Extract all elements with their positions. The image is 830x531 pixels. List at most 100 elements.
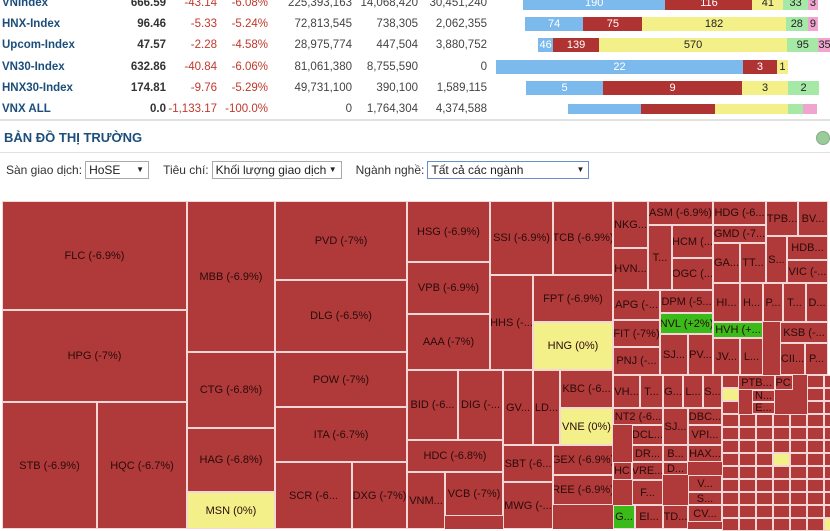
- treemap-cell[interactable]: KBC (-6...: [560, 370, 613, 408]
- treemap-cell[interactable]: D...: [663, 462, 688, 475]
- treemap-cell[interactable]: SBT (-6...: [503, 445, 553, 482]
- treemap-cell[interactable]: MWG (-...: [503, 482, 553, 529]
- treemap-cell[interactable]: [739, 427, 756, 440]
- treemap-cell[interactable]: HSG (-6.9%): [407, 201, 490, 262]
- treemap-cell[interactable]: PPC...: [775, 375, 793, 390]
- treemap-cell[interactable]: FLC (-6.9%): [2, 201, 187, 310]
- treemap-cell[interactable]: [773, 414, 790, 427]
- treemap-cell[interactable]: [773, 466, 790, 479]
- treemap-cell[interactable]: MBB (-6.9%): [187, 201, 275, 352]
- treemap-cell[interactable]: L...: [740, 338, 763, 375]
- treemap-cell[interactable]: D...: [806, 283, 828, 322]
- treemap-cell[interactable]: HAG (-6.8%): [187, 428, 275, 492]
- treemap-cell[interactable]: [824, 479, 830, 492]
- treemap-cell[interactable]: HDG (-6...: [713, 201, 766, 225]
- treemap-cell[interactable]: B...: [663, 445, 688, 462]
- treemap-cell[interactable]: [807, 375, 824, 388]
- treemap-cell[interactable]: SCR (-6...: [275, 462, 352, 529]
- treemap-cell[interactable]: [722, 440, 739, 453]
- treemap-cell[interactable]: [824, 375, 830, 388]
- treemap-cell[interactable]: [824, 440, 830, 453]
- treemap-cell[interactable]: NT2 (-6...: [613, 408, 663, 425]
- treemap-cell[interactable]: [739, 466, 756, 479]
- treemap-cell[interactable]: [739, 453, 756, 466]
- treemap-cell[interactable]: DPM (-5...: [660, 290, 713, 313]
- treemap-cell[interactable]: [739, 479, 756, 492]
- treemap-cell[interactable]: KSB (-...: [780, 322, 828, 343]
- treemap-cell[interactable]: VPI...: [688, 425, 722, 445]
- treemap-cell[interactable]: [790, 427, 807, 440]
- collapse-icon[interactable]: [816, 131, 830, 145]
- treemap-cell[interactable]: [807, 401, 824, 414]
- treemap-cell[interactable]: [824, 505, 830, 518]
- index-name[interactable]: VN30-Index: [2, 61, 65, 73]
- treemap-cell[interactable]: [756, 427, 773, 440]
- treemap-cell[interactable]: ITA (-6.7%): [275, 407, 407, 462]
- treemap-cell[interactable]: GA...: [713, 243, 740, 283]
- treemap-cell[interactable]: TD...: [663, 505, 688, 529]
- treemap-cell[interactable]: [773, 505, 790, 518]
- treemap-cell[interactable]: [722, 518, 739, 531]
- treemap-cell[interactable]: TPB...: [766, 201, 798, 236]
- treemap-cell[interactable]: [773, 453, 790, 466]
- treemap-cell[interactable]: GEX (-6.9%): [553, 445, 613, 475]
- industry-select[interactable]: Tất cả các ngành ▼: [427, 161, 590, 179]
- treemap-cell[interactable]: [824, 414, 830, 427]
- treemap-cell[interactable]: [807, 453, 824, 466]
- treemap-cell[interactable]: [722, 388, 739, 401]
- treemap-cell[interactable]: [739, 440, 756, 453]
- treemap-cell[interactable]: DR...: [632, 445, 663, 462]
- treemap-cell[interactable]: [756, 518, 773, 531]
- treemap-cell[interactable]: BV...: [798, 201, 828, 236]
- index-row[interactable]: VNX ALL 0.0 -1,133.17 -100.0% 0 1,764,304 4,37…: [0, 100, 495, 120]
- treemap-cell[interactable]: S...: [703, 375, 722, 408]
- treemap-cell[interactable]: HAX...: [688, 445, 722, 462]
- treemap-cell[interactable]: JV...: [713, 338, 740, 375]
- treemap-cell[interactable]: [807, 414, 824, 427]
- treemap-cell[interactable]: [756, 453, 773, 466]
- treemap-cell[interactable]: AAA (-7%): [407, 314, 490, 370]
- treemap-cell[interactable]: DIG (-...: [458, 370, 503, 440]
- index-name[interactable]: VNIndex: [2, 0, 49, 9]
- treemap-cell[interactable]: VRE...: [632, 462, 663, 480]
- treemap-cell[interactable]: [790, 479, 807, 492]
- treemap-cell[interactable]: G...: [663, 375, 683, 408]
- treemap-cell[interactable]: [756, 440, 773, 453]
- treemap-cell[interactable]: [824, 401, 830, 414]
- treemap-cell[interactable]: F...: [632, 480, 663, 505]
- treemap-cell[interactable]: S...: [766, 236, 787, 283]
- treemap-cell[interactable]: [824, 453, 830, 466]
- treemap-cell[interactable]: VCB (-7%): [445, 472, 503, 516]
- treemap-cell[interactable]: H...: [740, 283, 763, 322]
- treemap-cell[interactable]: T...: [648, 225, 672, 290]
- treemap-cell[interactable]: HPG (-7%): [2, 310, 187, 402]
- treemap-cell[interactable]: [756, 414, 773, 427]
- treemap-cell[interactable]: FIT (-7%): [613, 320, 660, 347]
- index-name[interactable]: VNX ALL: [2, 103, 51, 115]
- treemap-cell[interactable]: EI...: [635, 505, 663, 529]
- treemap-cell[interactable]: CV...: [688, 505, 722, 522]
- treemap-cell[interactable]: [824, 388, 830, 401]
- treemap-cell[interactable]: VNM...: [407, 472, 445, 529]
- treemap-cell[interactable]: [807, 427, 824, 440]
- treemap-cell[interactable]: [739, 505, 756, 518]
- treemap-cell[interactable]: [790, 492, 807, 505]
- treemap-cell[interactable]: E...: [752, 402, 775, 414]
- index-row[interactable]: Upcom-Index 47.57 -2.28 -4.58% 28,975,774 447…: [0, 36, 495, 56]
- treemap-cell[interactable]: [824, 492, 830, 505]
- treemap-cell[interactable]: NKG...: [613, 201, 648, 248]
- treemap-cell[interactable]: NVL (+2%): [660, 313, 713, 334]
- treemap-cell[interactable]: [722, 401, 739, 414]
- treemap-cell[interactable]: HDB...: [787, 236, 828, 260]
- treemap-cell[interactable]: SJ...: [660, 334, 688, 375]
- treemap-cell[interactable]: [722, 427, 739, 440]
- index-row[interactable]: HNX30-Index 174.81 -9.76 -5.29% 49,731,100 39…: [0, 79, 495, 99]
- treemap-cell[interactable]: [790, 466, 807, 479]
- treemap-cell[interactable]: [807, 388, 824, 401]
- treemap-cell[interactable]: HQC (-6.7%): [97, 402, 187, 529]
- treemap-cell[interactable]: [739, 518, 756, 531]
- treemap-cell[interactable]: P...: [805, 343, 828, 375]
- index-name[interactable]: Upcom-Index: [2, 39, 75, 51]
- treemap-cell[interactable]: VH...: [613, 375, 640, 408]
- treemap-cell[interactable]: DLG (-6.5%): [275, 280, 407, 352]
